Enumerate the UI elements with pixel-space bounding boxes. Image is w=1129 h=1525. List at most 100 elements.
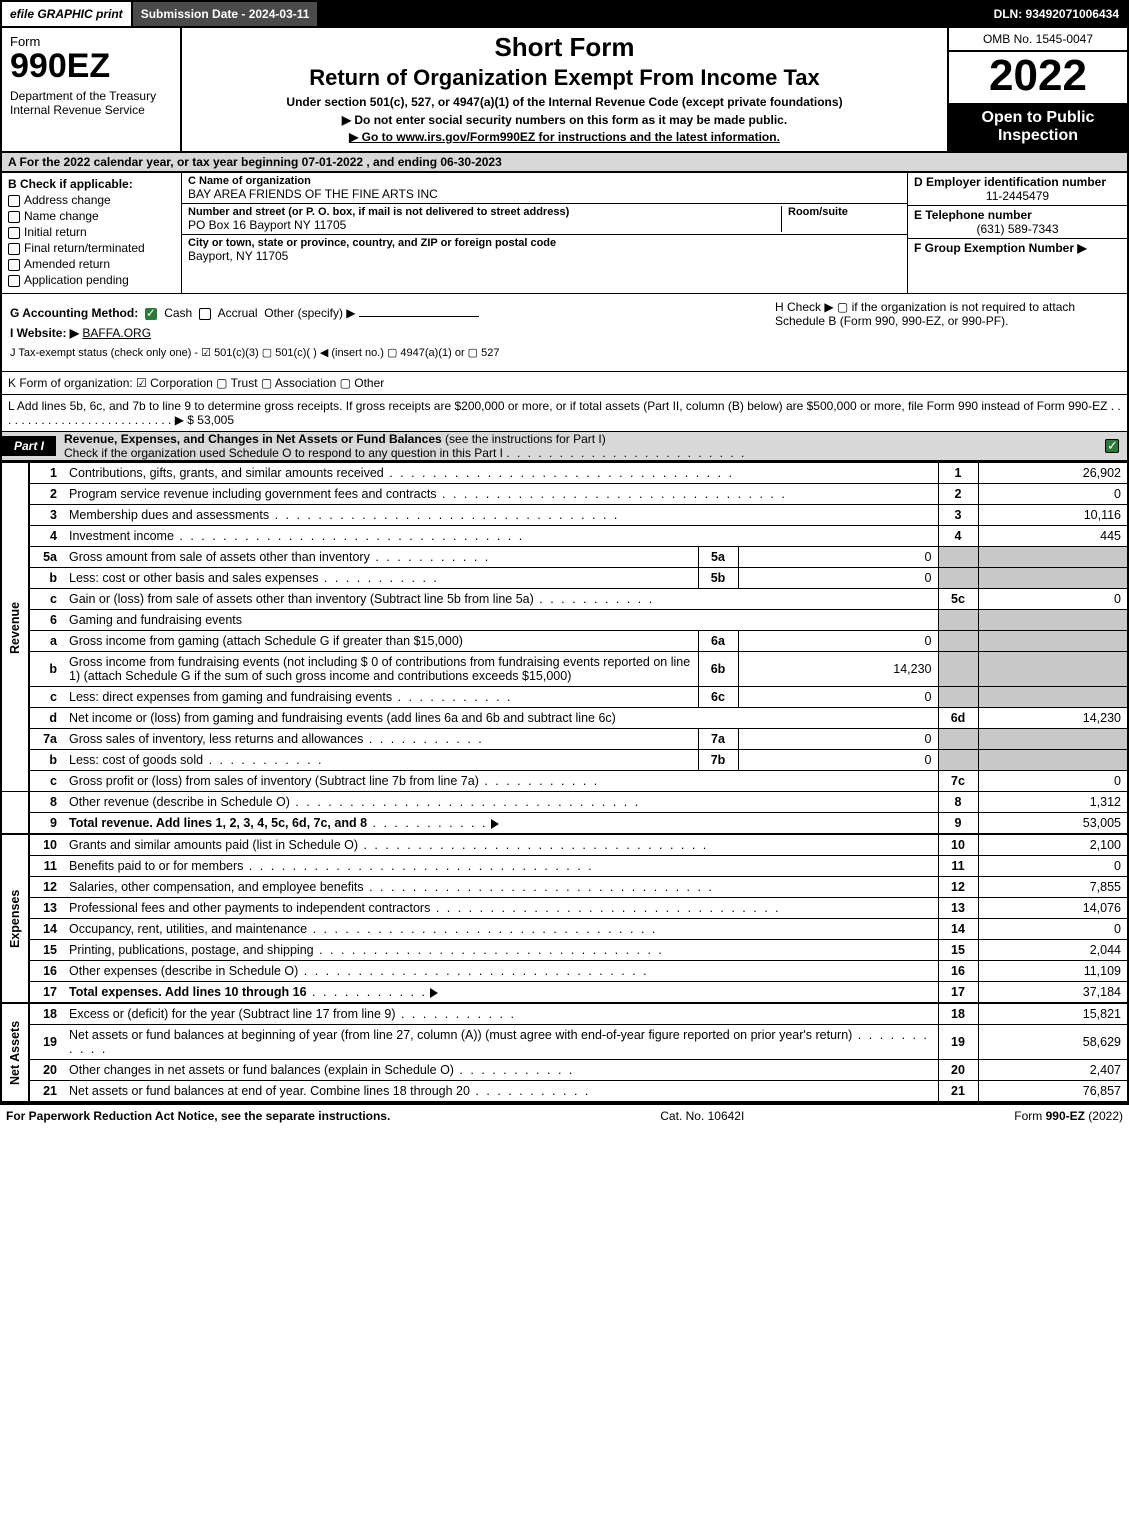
line-12: 12 Salaries, other compensation, and emp…: [1, 877, 1128, 898]
no-ssn-notice: ▶ Do not enter social security numbers o…: [190, 113, 939, 127]
ln-amt: 0: [978, 589, 1128, 610]
ein-cell: D Employer identification number 11-2445…: [908, 173, 1127, 206]
ln-amt: 37,184: [978, 982, 1128, 1004]
chk-amended-return[interactable]: Amended return: [8, 257, 175, 271]
ln-text: Professional fees and other payments to …: [69, 901, 430, 915]
row-l-amount: $ 53,005: [187, 413, 234, 427]
other-label: Other (specify) ▶: [264, 306, 355, 320]
part1-schedule-o-check[interactable]: [1105, 439, 1119, 453]
org-name-label: C Name of organization: [188, 175, 901, 187]
page-footer: For Paperwork Reduction Act Notice, see …: [0, 1103, 1129, 1127]
line-17: 17 Total expenses. Add lines 10 through …: [1, 982, 1128, 1004]
phone-value: (631) 589-7343: [914, 222, 1121, 236]
chk-address-change[interactable]: Address change: [8, 193, 175, 207]
goto-link[interactable]: ▶ Go to www.irs.gov/Form990EZ for instru…: [190, 130, 939, 144]
vtab-netassets: Net Assets: [1, 1003, 29, 1102]
ln-ref: 9: [938, 813, 978, 835]
ghi-left: G Accounting Method: Cash Accrual Other …: [2, 294, 767, 371]
line-6d: d Net income or (loss) from gaming and f…: [1, 708, 1128, 729]
ln-num: 10: [29, 834, 63, 856]
chk-initial-return[interactable]: Initial return: [8, 225, 175, 239]
ln-text: Contributions, gifts, grants, and simila…: [69, 466, 384, 480]
ln-ref: 5c: [938, 589, 978, 610]
row-l-text: L Add lines 5b, 6c, and 7b to line 9 to …: [8, 399, 1121, 427]
part1-header: Part I Revenue, Expenses, and Changes in…: [0, 431, 1129, 462]
ln-num: c: [29, 771, 63, 792]
header-mid: Short Form Return of Organization Exempt…: [182, 28, 947, 151]
ln-ref: 12: [938, 877, 978, 898]
ln-num: 7a: [29, 729, 63, 750]
ln-ref: 7c: [938, 771, 978, 792]
ln-text: Printing, publications, postage, and shi…: [69, 943, 314, 957]
part1-table: Revenue 1 Contributions, gifts, grants, …: [0, 462, 1129, 1103]
grey-cell: [938, 729, 978, 750]
line-18: Net Assets 18 Excess or (deficit) for th…: [1, 1003, 1128, 1025]
ln-text: Net income or (loss) from gaming and fun…: [69, 711, 616, 725]
website-value[interactable]: BAFFA.ORG: [82, 326, 151, 340]
ln-ref: 15: [938, 940, 978, 961]
grey-cell: [938, 547, 978, 568]
cash-label: Cash: [164, 306, 192, 320]
row-a-tax-year: A For the 2022 calendar year, or tax yea…: [0, 153, 1129, 173]
ln-text: Other changes in net assets or fund bala…: [69, 1063, 454, 1077]
chk-application-pending[interactable]: Application pending: [8, 273, 175, 287]
ln-text: Gross amount from sale of assets other t…: [69, 550, 370, 564]
ln-num: d: [29, 708, 63, 729]
line-7c: c Gross profit or (loss) from sales of i…: [1, 771, 1128, 792]
ln-num: 15: [29, 940, 63, 961]
grey-cell: [978, 729, 1128, 750]
line-7a: 7a Gross sales of inventory, less return…: [1, 729, 1128, 750]
ln-num: c: [29, 589, 63, 610]
part1-check-text: Check if the organization used Schedule …: [64, 446, 503, 460]
other-specify-input[interactable]: [359, 316, 479, 317]
line-9: 9 Total revenue. Add lines 1, 2, 3, 4, 5…: [1, 813, 1128, 835]
line-21: 21 Net assets or fund balances at end of…: [1, 1081, 1128, 1103]
ln-num: 3: [29, 505, 63, 526]
group-exemption-label: F Group Exemption Number ▶: [914, 241, 1121, 255]
line-5b: b Less: cost or other basis and sales ex…: [1, 568, 1128, 589]
chk-cash[interactable]: [145, 308, 157, 320]
line-4: 4 Investment income 4 445: [1, 526, 1128, 547]
ln-amt: 445: [978, 526, 1128, 547]
room-label: Room/suite: [788, 206, 901, 218]
line-13: 13 Professional fees and other payments …: [1, 898, 1128, 919]
inner-ref: 5a: [698, 547, 738, 568]
ln-text: Net assets or fund balances at beginning…: [69, 1028, 852, 1042]
line-16: 16 Other expenses (describe in Schedule …: [1, 961, 1128, 982]
line-6a: a Gross income from gaming (attach Sched…: [1, 631, 1128, 652]
dln: DLN: 93492071006434: [986, 2, 1127, 26]
ln-text: Less: cost of goods sold: [69, 753, 203, 767]
ln-ref: 13: [938, 898, 978, 919]
ln-num: 4: [29, 526, 63, 547]
section-b-c-def: B Check if applicable: Address change Na…: [0, 173, 1129, 293]
inner-ref: 6a: [698, 631, 738, 652]
ln-text: Gaming and fundraising events: [69, 613, 242, 627]
ln-num: 16: [29, 961, 63, 982]
ln-text: Salaries, other compensation, and employ…: [69, 880, 364, 894]
chk-final-return[interactable]: Final return/terminated: [8, 241, 175, 255]
grey-cell: [938, 568, 978, 589]
efile-print-label[interactable]: efile GRAPHIC print: [2, 2, 133, 26]
col-c-org-info: C Name of organization BAY AREA FRIENDS …: [182, 173, 907, 293]
chk-accrual[interactable]: [199, 308, 211, 320]
line-14: 14 Occupancy, rent, utilities, and maint…: [1, 919, 1128, 940]
ln-ref: 8: [938, 792, 978, 813]
inner-ref: 5b: [698, 568, 738, 589]
ln-text: Total expenses. Add lines 10 through 16: [69, 985, 307, 999]
chk-label: Final return/terminated: [24, 241, 145, 255]
ln-ref: 19: [938, 1025, 978, 1060]
inner-amt: 0: [738, 687, 938, 708]
footer-mid: Cat. No. 10642I: [660, 1109, 744, 1123]
line-2: 2 Program service revenue including gove…: [1, 484, 1128, 505]
col-def: D Employer identification number 11-2445…: [907, 173, 1127, 293]
acct-method-label: G Accounting Method:: [10, 306, 138, 320]
chk-name-change[interactable]: Name change: [8, 209, 175, 223]
inner-amt: 14,230: [738, 652, 938, 687]
org-name: BAY AREA FRIENDS OF THE FINE ARTS INC: [188, 187, 901, 201]
ln-ref: 14: [938, 919, 978, 940]
ln-num: 12: [29, 877, 63, 898]
phone-cell: E Telephone number (631) 589-7343: [908, 206, 1127, 239]
ln-ref: 17: [938, 982, 978, 1004]
ln-num: b: [29, 652, 63, 687]
ln-amt: 10,116: [978, 505, 1128, 526]
